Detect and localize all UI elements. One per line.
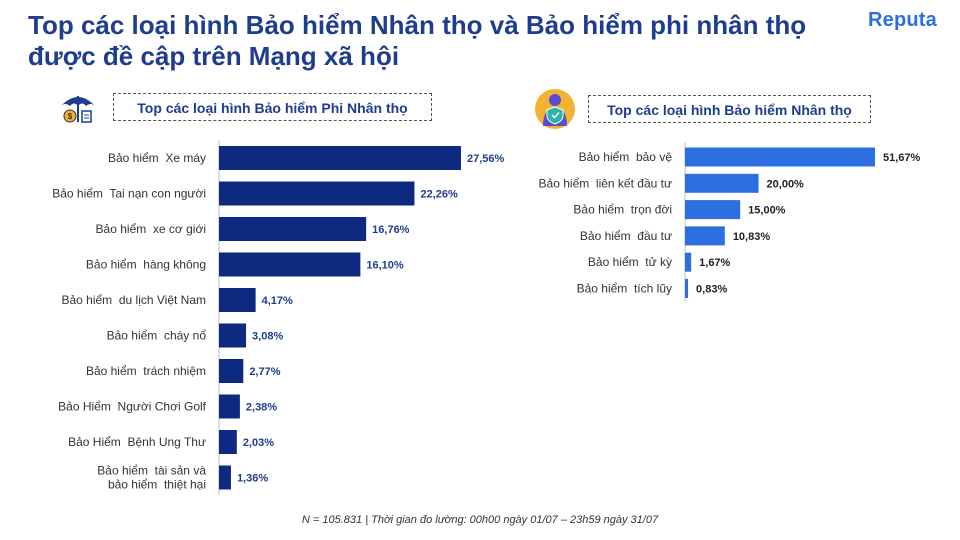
bar — [219, 394, 240, 419]
bar — [685, 279, 689, 298]
category-label: Bảo hiểm Xe máy — [108, 151, 206, 165]
category-label: Bảo hiểm cháy nổ — [107, 329, 207, 343]
bar — [685, 252, 692, 272]
category-label: Bảo Hiểm Người Chơi Golf — [58, 400, 206, 414]
category-label: Bảo hiểm xe cơ giới — [96, 222, 206, 236]
bar — [219, 146, 461, 170]
bar — [685, 226, 725, 246]
data-label: 1,67% — [699, 257, 730, 269]
data-label: 16,10% — [366, 260, 404, 272]
data-label: 20,00% — [767, 178, 805, 190]
data-label: 10,83% — [733, 231, 771, 243]
bar — [685, 173, 759, 193]
category-label: Bảo Hiểm Bệnh Ung Thư — [68, 435, 206, 449]
data-label: 2,38% — [246, 402, 277, 414]
data-label: 16,76% — [372, 224, 410, 236]
category-label: Bảo hiểm Tai nạn con người — [52, 187, 206, 201]
bar — [219, 252, 361, 277]
data-label: 27,56% — [467, 153, 505, 165]
data-label: 0,83% — [696, 284, 727, 296]
page-title-line-1: Top các loại hình Bảo hiểm Nhân thọ và B… — [28, 10, 807, 40]
category-label: Bảo hiểm tử kỳ — [588, 255, 672, 269]
chart-title-life: Top các loại hình Bảo hiểm Nhân thọ — [588, 95, 871, 123]
data-label: 1,36% — [237, 473, 268, 485]
data-label: 2,03% — [243, 437, 274, 449]
bar — [219, 323, 247, 348]
bar — [219, 217, 367, 241]
bar — [219, 288, 256, 312]
footnote: N = 105.831 | Thời gian đo lường: 00h00 … — [301, 514, 659, 526]
data-label: 2,77% — [249, 366, 280, 378]
category-label: Bảo hiểm tích lũy — [577, 282, 672, 296]
reputa-logo: Reputa — [868, 9, 937, 31]
chart-title-non-life: Top các loại hình Bảo hiểm Phi Nhân thọ — [113, 93, 432, 121]
bar — [219, 181, 415, 206]
category-label: Bảo hiểm liên kết đầu tư — [539, 176, 672, 190]
umbrella-money-icon: $ — [57, 88, 99, 130]
category-label: Bảo hiểm tài sản và — [97, 464, 206, 478]
bar — [685, 147, 875, 167]
data-label: 3,08% — [252, 331, 283, 343]
data-label: 4,17% — [262, 295, 293, 307]
category-label: Bảo hiểm trách nhiệm — [86, 364, 206, 378]
person-shield-icon — [534, 88, 576, 130]
page-title: Top các loại hình Bảo hiểm Nhân thọ và B… — [28, 10, 828, 72]
data-label: 15,00% — [748, 205, 786, 217]
data-label: 51,67% — [883, 152, 921, 164]
bar — [219, 430, 237, 454]
bar — [219, 465, 231, 490]
page-title-line-2: được đề cập trên Mạng xã hội — [28, 41, 400, 71]
category-label: Bảo hiểm bảo vệ — [579, 150, 673, 164]
category-label: Bảo hiểm du lịch Việt Nam — [61, 293, 206, 307]
category-label: Bảo hiểm trọn đời — [573, 203, 672, 217]
svg-text:$: $ — [68, 112, 73, 121]
bar — [685, 200, 741, 220]
category-label: Bảo hiểm đầu tư — [580, 229, 672, 243]
category-label: Bảo hiểm hàng không — [86, 258, 206, 272]
bar — [219, 359, 244, 383]
data-label: 22,26% — [420, 189, 458, 201]
category-label: bảo hiểm thiệt hại — [108, 478, 206, 492]
